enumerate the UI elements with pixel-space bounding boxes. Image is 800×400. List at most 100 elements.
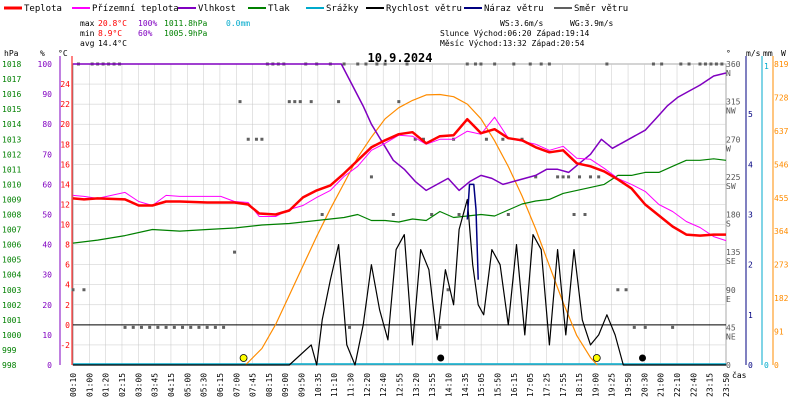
tick-label-hpa: 1003 (2, 286, 21, 295)
axis-unit-mm: mm (763, 49, 773, 58)
tick-label-pct: 60 (42, 180, 52, 189)
tick-label-hpa: 1013 (2, 135, 21, 144)
legend-label-rychlost: Rychlost větru (386, 4, 462, 14)
sunset-icon (592, 354, 601, 362)
tick-label-direction: 225 (726, 173, 741, 182)
wind-direction-point (205, 325, 209, 329)
legend-label-vlhkost: Vlhkost (198, 4, 236, 14)
x-tick-label: 04:15 (167, 373, 176, 397)
tick-label-pct: 90 (42, 90, 52, 99)
tick-label-temp: 14 (60, 180, 70, 189)
wind-direction-point (583, 213, 587, 216)
wind-direction-point (421, 137, 425, 141)
wind-direction-point (616, 288, 620, 292)
x-tick-label: 07:45 (249, 373, 258, 397)
tick-label-direction-name: S (726, 220, 731, 229)
wind-direction-point (197, 325, 201, 329)
series-prizemni (72, 116, 727, 242)
tick-label-ms: 0 (748, 361, 753, 370)
wind-direction-point (714, 62, 718, 66)
tick-label-w: 364 (774, 227, 789, 236)
x-tick-label: 19:50 (624, 373, 633, 397)
tick-label-hpa: 1001 (2, 316, 21, 325)
axis-unit-hpa: hPa (4, 49, 19, 58)
tick-label-hpa: 1000 (2, 331, 21, 340)
x-tick-label: 11:10 (330, 373, 339, 397)
x-tick-label: 02:15 (118, 373, 127, 397)
x-tick-label: 05:30 (200, 373, 209, 397)
legend-item-naraz: Náraz větru (464, 4, 544, 14)
wind-direction-point (356, 62, 360, 66)
tick-label-hpa: 1012 (2, 150, 21, 159)
x-tick-label: 19:25 (608, 373, 617, 397)
wind-direction-point (254, 137, 258, 141)
legend: Teplota Přízemní teplota Vlhkost Tlak Sr… (4, 4, 628, 14)
wind-direction-point (512, 62, 516, 66)
wind-direction-point (397, 100, 401, 104)
tick-label-direction-name: NW (726, 107, 736, 116)
stat-wg: WG:3.9m/s (570, 19, 614, 28)
stat-min-temp: 8.9°C (98, 29, 122, 38)
wind-direction-point (172, 325, 176, 329)
wind-direction-point (679, 62, 683, 66)
tick-label-mm: 1 (764, 62, 769, 71)
tick-label-temp: -2 (60, 341, 70, 350)
series-teplota (72, 117, 726, 237)
stat-min-label: min (80, 29, 95, 38)
wind-direction-point (457, 213, 461, 216)
legend-item-smer: Směr větru (554, 4, 628, 14)
wind-direction-point (506, 213, 510, 216)
tick-label-hpa: 998 (2, 361, 17, 370)
wind-direction-point (528, 62, 532, 66)
wind-direction-point (233, 250, 237, 254)
x-tick-label: 12:55 (396, 373, 405, 397)
x-tick-label: 23:50 (722, 373, 731, 397)
x-tick-label: 22:10 (673, 373, 682, 397)
wind-direction-point (298, 100, 302, 104)
wind-direction-point (567, 175, 571, 179)
x-tick-label: 19:00 (591, 373, 600, 397)
wind-direction-point (534, 175, 538, 179)
x-tick-label: 22:40 (689, 373, 698, 397)
x-tick-label: 03:45 (151, 373, 160, 397)
x-axis-label: čas (732, 370, 747, 380)
tick-label-hpa: 1011 (2, 165, 21, 174)
tick-label-direction-name: N (726, 69, 731, 78)
x-tick-label: 12:20 (363, 373, 372, 397)
wind-direction-point (501, 137, 505, 141)
wind-direction-point (383, 62, 387, 66)
tick-label-temp: 4 (65, 281, 70, 290)
wind-direction-point (71, 288, 75, 292)
stats-block: max 20.8°C 100% 1011.8hPa 0.0mm min 8.9°… (80, 19, 614, 48)
tick-label-hpa: 999 (2, 346, 17, 355)
tick-label-temp: 12 (60, 200, 70, 209)
tick-label-temp: 6 (65, 261, 70, 270)
x-tick-label: 17:25 (542, 373, 551, 397)
tick-label-ms: 4 (748, 160, 753, 169)
wind-direction-point (493, 62, 497, 66)
stat-avg-label: avg (80, 39, 95, 48)
tick-label-w: 273 (774, 261, 789, 270)
stat-max-press: 1011.8hPa (164, 19, 208, 28)
tick-label-w: 182 (774, 294, 789, 303)
tick-label-hpa: 1016 (2, 90, 21, 99)
tick-label-mm: 0 (764, 361, 769, 370)
stat-min-press: 1005.9hPa (164, 29, 208, 38)
wind-direction-point (131, 325, 135, 329)
tick-label-direction: 360 (726, 60, 741, 69)
tick-label-temp: 10 (60, 221, 70, 230)
tick-label-w: 728 (774, 93, 789, 102)
wind-direction-point (260, 137, 264, 141)
axis-unit-pct: % (40, 49, 45, 58)
plot-layers: 00:10 01:00 01:20 02:15 03:00 03:45 04:15 05:00… (2, 56, 789, 397)
stat-max-temp: 20.8°C (98, 19, 127, 28)
wind-direction-point (446, 288, 450, 292)
tick-label-hpa: 1017 (2, 75, 21, 84)
x-tick-label: 03:00 (134, 373, 143, 397)
legend-label-tlak: Tlak (268, 4, 290, 14)
tick-label-temp: 24 (60, 80, 70, 89)
axis-unit-w: W (781, 49, 786, 58)
wind-direction-point (465, 62, 469, 66)
wind-direction-point (430, 213, 434, 216)
x-tick-label: 01:20 (102, 373, 111, 397)
